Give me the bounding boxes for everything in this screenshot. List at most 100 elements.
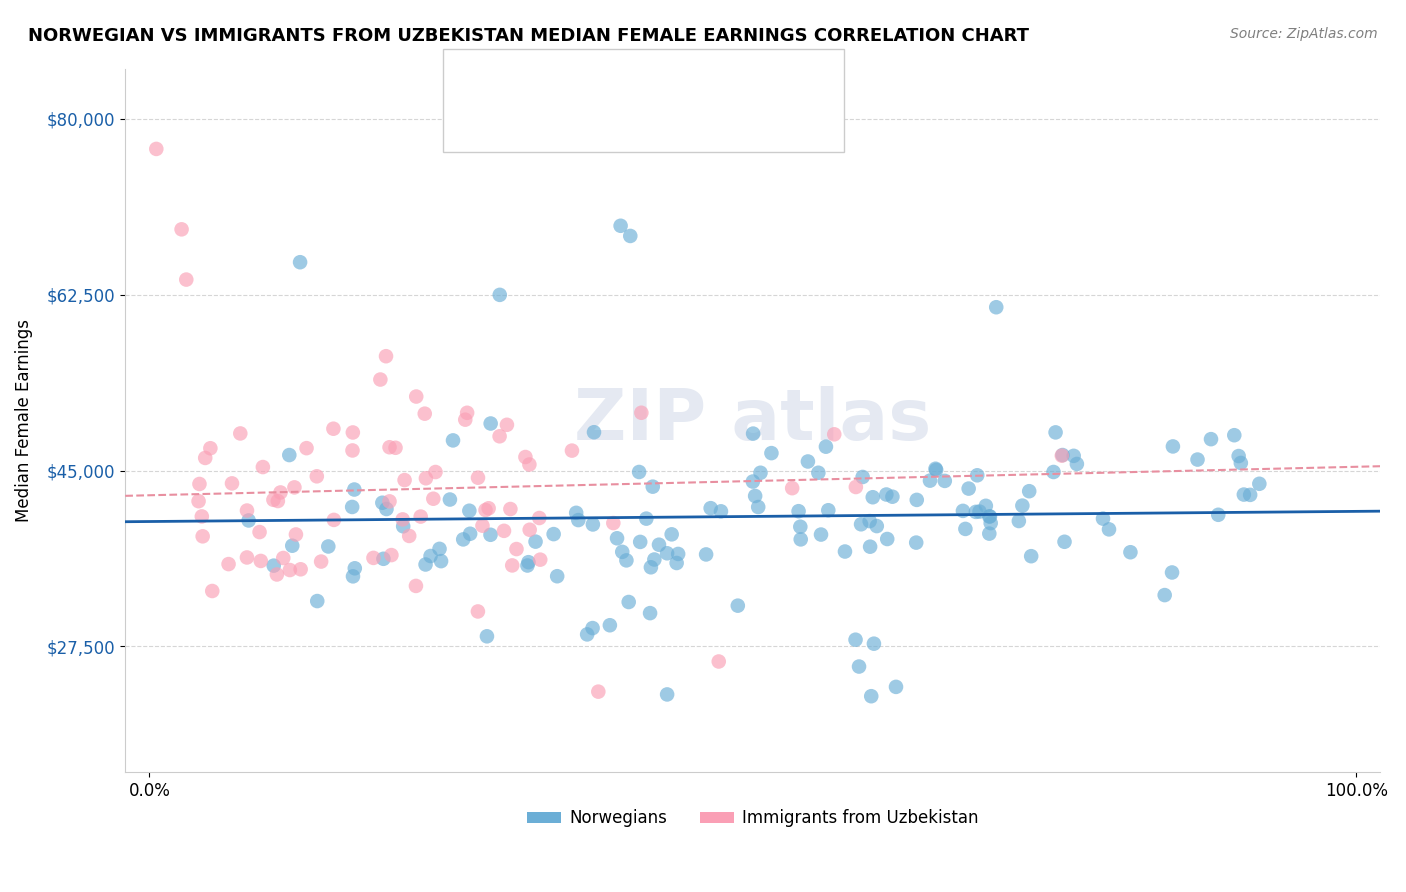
Point (666, 547, 689, 561)
Point (458, 526, 481, 541)
Point (479, 528, 502, 542)
Point (924, 461, 946, 475)
Point (1042, 465, 1064, 479)
Point (467, 471, 489, 485)
Point (576, 627, 599, 641)
Point (371, 496, 394, 510)
Point (290, 562, 312, 576)
Point (612, 545, 634, 559)
Point (1223, 428, 1246, 442)
Point (517, 555, 540, 569)
Point (628, 535, 651, 549)
Point (1052, 448, 1074, 462)
Point (817, 503, 839, 517)
Text: R = 0.030   N = 135: R = 0.030 N = 135 (512, 70, 679, 87)
Point (278, 563, 301, 577)
Point (742, 426, 765, 441)
Point (380, 548, 402, 562)
Text: Source: ZipAtlas.com: Source: ZipAtlas.com (1230, 27, 1378, 41)
Point (859, 514, 882, 528)
Point (187, 494, 209, 508)
Point (875, 487, 897, 501)
Point (295, 441, 318, 455)
Point (229, 426, 252, 441)
Point (863, 637, 886, 651)
Point (375, 349, 398, 363)
Point (322, 422, 344, 436)
Point (979, 509, 1001, 524)
Point (648, 538, 671, 552)
Point (413, 407, 436, 421)
Point (905, 492, 928, 507)
Point (201, 584, 224, 599)
Point (581, 621, 603, 635)
Point (1206, 508, 1229, 522)
Point (1011, 499, 1033, 513)
Point (398, 529, 420, 543)
Point (974, 499, 997, 513)
Point (170, 222, 193, 236)
Point (263, 558, 285, 573)
Point (761, 446, 783, 460)
Point (378, 494, 401, 508)
Point (363, 550, 385, 565)
Point (1161, 439, 1184, 453)
Point (405, 579, 427, 593)
Point (218, 557, 240, 571)
Point (567, 513, 589, 527)
Point (478, 501, 501, 516)
Point (375, 502, 398, 516)
Point (342, 425, 364, 440)
Point (1233, 487, 1256, 501)
Point (519, 523, 541, 537)
Point (979, 509, 1001, 524)
Point (848, 659, 870, 673)
Point (582, 517, 605, 532)
Point (810, 527, 832, 541)
Point (378, 440, 401, 454)
Point (780, 481, 803, 495)
Point (430, 554, 453, 568)
Point (194, 450, 217, 465)
Point (814, 440, 837, 454)
Point (628, 465, 651, 479)
Text: ZIP atlas: ZIP atlas (574, 385, 931, 455)
Point (602, 516, 624, 530)
Point (707, 655, 730, 669)
Point (955, 522, 977, 536)
Point (876, 532, 898, 546)
Point (343, 561, 366, 575)
Point (191, 509, 214, 524)
Point (429, 541, 451, 556)
Point (266, 567, 288, 582)
Point (419, 549, 441, 563)
Point (918, 474, 941, 488)
Point (236, 550, 259, 565)
Point (1239, 488, 1261, 502)
Point (546, 569, 568, 583)
Point (845, 480, 868, 494)
Point (787, 504, 810, 518)
Point (965, 505, 987, 519)
Point (492, 524, 515, 538)
Point (271, 551, 294, 566)
Point (505, 542, 527, 557)
Point (454, 412, 477, 426)
Point (979, 526, 1001, 541)
Point (496, 417, 519, 432)
Point (866, 519, 889, 533)
Point (249, 524, 271, 539)
Point (288, 255, 311, 269)
Point (1199, 432, 1222, 446)
Point (343, 483, 366, 497)
Point (934, 474, 956, 488)
Point (524, 534, 547, 549)
Point (1119, 545, 1142, 559)
Point (543, 527, 565, 541)
Point (638, 606, 661, 620)
Point (309, 555, 332, 569)
Point (322, 513, 344, 527)
Point (1050, 449, 1073, 463)
Point (307, 594, 329, 608)
Point (474, 503, 496, 517)
